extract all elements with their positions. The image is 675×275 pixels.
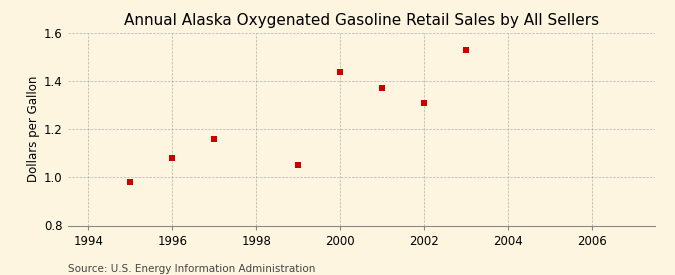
Point bbox=[335, 69, 346, 74]
Point bbox=[209, 137, 220, 141]
Point bbox=[125, 180, 136, 184]
Title: Annual Alaska Oxygenated Gasoline Retail Sales by All Sellers: Annual Alaska Oxygenated Gasoline Retail… bbox=[124, 13, 599, 28]
Point bbox=[293, 163, 304, 167]
Point bbox=[167, 156, 178, 160]
Point bbox=[418, 101, 429, 105]
Point bbox=[377, 86, 387, 90]
Text: Source: U.S. Energy Information Administration: Source: U.S. Energy Information Administ… bbox=[68, 264, 315, 274]
Y-axis label: Dollars per Gallon: Dollars per Gallon bbox=[27, 76, 40, 182]
Point bbox=[460, 48, 471, 52]
